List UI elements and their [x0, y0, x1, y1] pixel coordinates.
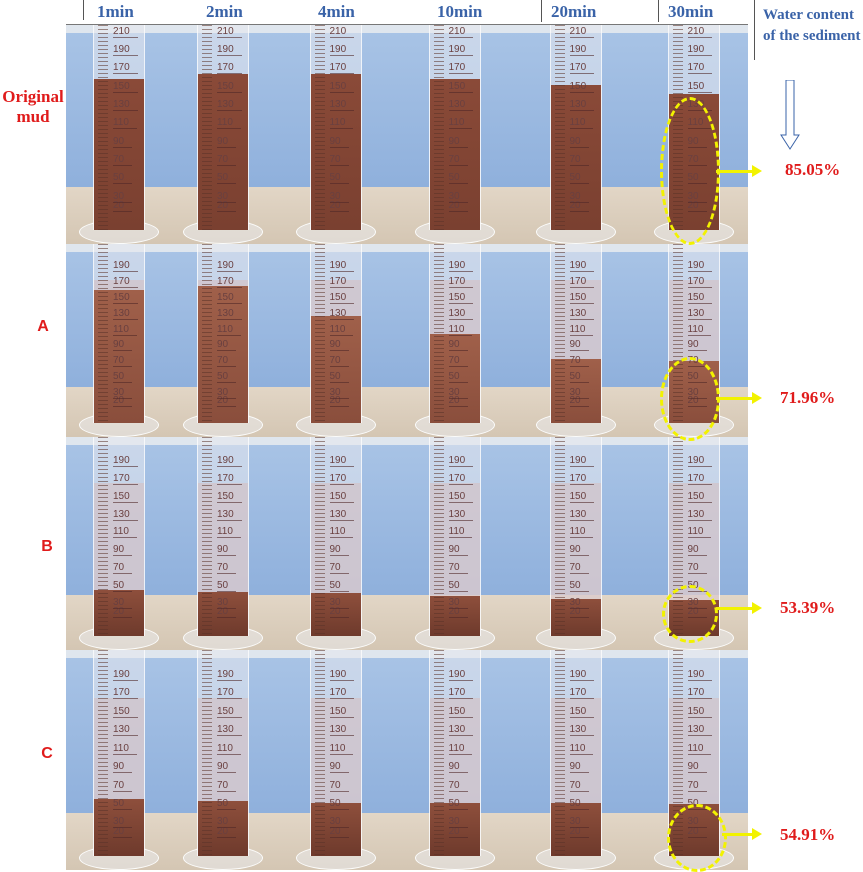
cylinder-base	[79, 220, 159, 244]
cylinder-photo: 20 30 50 70 90 110 130 150 170 190	[512, 244, 637, 437]
graduated-cylinder: 20 30 50 70 90 110 130 150 170 190	[309, 437, 362, 636]
cylinder-photo: 20 30 50 70 90 110 130 150 170 190 210	[66, 25, 170, 244]
graduated-cylinder: 20 30 50 70 90 110 130 150 170 190 210	[309, 25, 362, 230]
highlight-ellipse-b	[662, 585, 718, 643]
graduated-cylinder: 20 30 50 70 90 110 130 150 170 190	[549, 437, 602, 636]
graduated-cylinder: 20 30 50 70 90 110 130 150 170 190	[197, 244, 249, 423]
highlight-ellipse-original-mud	[660, 97, 720, 245]
cylinder-photo: 20 30 50 70 90 110 130 150 170 190	[170, 244, 274, 437]
graduated-cylinder: 20 30 50 70 90 110 130 150 170 190	[428, 244, 481, 423]
header-divider	[658, 0, 659, 22]
arrow-a	[716, 392, 762, 404]
photo-grid: 20 30 50 70 90 110 130 150 170 190 210 20 30 50 70 90 11…	[66, 25, 748, 870]
arrow-original-mud	[716, 165, 762, 177]
column-header-10min: 10min	[437, 2, 483, 21]
arrow-c	[722, 828, 762, 840]
legend-divider	[754, 0, 755, 60]
cylinder-photo: 20 30 50 70 90 110 130 150 170 190	[395, 650, 512, 870]
column-header-20min: 20min	[551, 2, 597, 21]
cylinder-photo: 20 30 50 70 90 110 130 150 170 190	[512, 437, 637, 650]
row-label-c: C	[41, 745, 53, 762]
cylinder-photo: 20 30 50 70 90 110 130 150 170 190	[274, 650, 395, 870]
cylinder-photo: 20 30 50 70 90 110 130 150 170 190	[395, 244, 512, 437]
row-label-original-mud: Original mud	[2, 87, 64, 126]
column-header-30min: 30min	[668, 2, 714, 21]
graduated-cylinder: 20 30 50 70 90 110 130 150 170 190	[197, 437, 249, 636]
graduated-cylinder: 20 30 50 70 90 110 130 150 170 190 210	[549, 25, 602, 230]
cylinder-photo: 20 30 50 70 90 110 130 150 170 190	[274, 244, 395, 437]
cylinder-photo: 20 30 50 70 90 110 130 150 170 190	[274, 437, 395, 650]
water-content-a: 71.96%	[780, 388, 836, 407]
header-underline	[66, 24, 748, 25]
highlight-ellipse-a	[660, 357, 720, 441]
water-content-b: 53.39%	[780, 598, 836, 617]
graduated-cylinder: 20 30 50 70 90 110 130 150 170 190	[549, 244, 602, 423]
water-content-c: 54.91%	[780, 825, 836, 844]
row-label-a: A	[37, 318, 49, 335]
cylinder-photo: 20 30 50 70 90 110 130 150 170 190 210	[274, 25, 395, 244]
cylinder-photo: 20 30 50 70 90 110 130 150 170 190	[395, 437, 512, 650]
graduated-cylinder: 20 30 50 70 90 110 130 150 170 190	[428, 437, 481, 636]
cylinder-photo: 20 30 50 70 90 110 130 150 170 190	[66, 244, 170, 437]
graduated-cylinder: 20 30 50 70 90 110 130 150 170 190	[93, 244, 145, 423]
graduated-cylinder: 20 30 50 70 90 110 130 150 170 190	[309, 650, 362, 856]
graduated-cylinder: 20 30 50 70 90 110 130 150 170 190 210	[428, 25, 481, 230]
cylinder-photo: 20 30 50 70 90 110 130 150 170 190	[512, 650, 637, 870]
graduated-cylinder: 20 30 50 70 90 110 130 150 170 190	[197, 650, 249, 856]
graduated-cylinder: 20 30 50 70 90 110 130 150 170 190 210	[197, 25, 249, 230]
graduated-cylinder: 20 30 50 70 90 110 130 150 170 190	[428, 650, 481, 856]
arrow-b	[716, 602, 762, 614]
column-header-1min: 1min	[97, 2, 134, 21]
header-divider	[541, 0, 542, 22]
graduated-cylinder: 20 30 50 70 90 110 130 150 170 190	[309, 244, 362, 423]
cylinder-photo: 20 30 50 70 90 110 130 150 170 190	[170, 650, 274, 870]
water-content-original-mud: 85.05%	[785, 160, 841, 179]
graduated-cylinder: 20 30 50 70 90 110 130 150 170 190	[93, 650, 145, 856]
cylinder-photo: 20 30 50 70 90 110 130 150 170 190	[66, 650, 170, 870]
cylinder-photo: 20 30 50 70 90 110 130 150 170 190 210	[512, 25, 637, 244]
highlight-ellipse-c	[667, 804, 727, 872]
graduated-cylinder: 20 30 50 70 90 110 130 150 170 190	[93, 437, 145, 636]
column-header-4min: 4min	[318, 2, 355, 21]
down-arrow-icon	[780, 80, 800, 150]
cylinder-photo: 20 30 50 70 90 110 130 150 170 190 210	[395, 25, 512, 244]
cylinder-photo: 20 30 50 70 90 110 130 150 170 190	[66, 437, 170, 650]
column-header-2min: 2min	[206, 2, 243, 21]
row-label-b: B	[41, 538, 53, 555]
graduated-cylinder: 20 30 50 70 90 110 130 150 170 190	[549, 650, 602, 856]
legend-title: Water content of the sediment	[763, 7, 861, 44]
cylinder-photo: 20 30 50 70 90 110 130 150 170 190 210	[170, 25, 274, 244]
header-divider	[83, 0, 84, 20]
graduated-cylinder: 20 30 50 70 90 110 130 150 170 190 210	[93, 25, 145, 230]
cylinder-photo: 20 30 50 70 90 110 130 150 170 190	[170, 437, 274, 650]
